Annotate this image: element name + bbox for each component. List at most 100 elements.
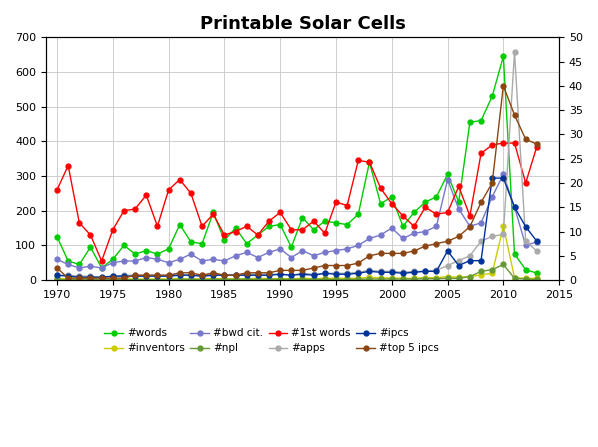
#top 5 ipcs <box>321 263 328 268</box>
#inventors <box>254 276 261 281</box>
#words <box>143 248 150 253</box>
#top 5 ipcs <box>254 270 261 275</box>
#inventors <box>98 277 105 282</box>
#inventors <box>299 276 306 281</box>
#npl <box>355 277 362 282</box>
#inventors <box>399 276 407 281</box>
#words <box>388 194 395 199</box>
#inventors <box>466 274 474 279</box>
#apps <box>533 248 541 253</box>
Line: #bwd cit.: #bwd cit. <box>54 172 539 270</box>
#ipcs <box>377 270 384 275</box>
#top 5 ipcs <box>444 239 451 244</box>
#ipcs <box>243 273 251 278</box>
#top 5 ipcs <box>221 273 228 278</box>
#words <box>98 265 105 270</box>
#apps <box>199 273 206 278</box>
#apps <box>98 275 105 280</box>
#ipcs <box>53 273 60 278</box>
#npl <box>132 277 139 283</box>
#bwd cit. <box>221 258 228 264</box>
#words <box>221 237 228 243</box>
#npl <box>366 276 373 282</box>
#words <box>355 211 362 217</box>
#ipcs <box>422 269 429 274</box>
#npl <box>332 277 340 282</box>
#bwd cit. <box>187 251 194 257</box>
#ipcs <box>154 274 161 279</box>
#apps <box>433 268 440 273</box>
#words <box>120 243 127 248</box>
#1st words <box>154 224 161 229</box>
#apps <box>332 270 340 276</box>
#npl <box>533 277 541 282</box>
#ipcs <box>388 270 395 275</box>
#npl <box>433 276 440 281</box>
#bwd cit. <box>433 224 440 229</box>
#1st words <box>76 220 83 226</box>
#ipcs <box>444 248 451 253</box>
Line: #1st words: #1st words <box>54 141 539 263</box>
#npl <box>321 277 328 282</box>
#npl <box>165 277 172 283</box>
#ipcs <box>132 274 139 279</box>
#top 5 ipcs <box>132 273 139 278</box>
#words <box>109 257 117 262</box>
#words <box>500 54 507 59</box>
#ipcs <box>65 274 72 279</box>
#top 5 ipcs <box>410 248 417 253</box>
#ipcs <box>277 272 284 277</box>
#top 5 ipcs <box>199 273 206 278</box>
#ipcs <box>109 274 117 279</box>
#apps <box>310 272 318 277</box>
#ipcs <box>98 274 105 280</box>
Line: #inventors: #inventors <box>54 224 539 282</box>
#inventors <box>355 276 362 281</box>
#apps <box>221 273 228 278</box>
Line: #words: #words <box>54 54 539 275</box>
#inventors <box>87 277 94 282</box>
#npl <box>109 277 117 283</box>
#top 5 ipcs <box>87 275 94 281</box>
#npl <box>399 276 407 282</box>
#ipcs <box>433 269 440 274</box>
#apps <box>120 273 127 278</box>
#bwd cit. <box>511 205 518 210</box>
#1st words <box>299 227 306 232</box>
#words <box>132 251 139 257</box>
#bwd cit. <box>355 243 362 248</box>
#bwd cit. <box>143 255 150 260</box>
#1st words <box>466 213 474 219</box>
#bwd cit. <box>165 260 172 266</box>
#1st words <box>65 163 72 169</box>
#words <box>422 199 429 205</box>
#inventors <box>120 276 127 282</box>
#bwd cit. <box>266 249 273 255</box>
#ipcs <box>187 273 194 278</box>
#top 5 ipcs <box>176 270 184 275</box>
#ipcs <box>366 269 373 274</box>
#1st words <box>422 205 429 210</box>
#ipcs <box>299 272 306 277</box>
#npl <box>511 276 518 281</box>
#npl <box>500 262 507 267</box>
#ipcs <box>355 270 362 276</box>
#words <box>210 210 217 215</box>
#ipcs <box>511 205 518 210</box>
#words <box>176 222 184 227</box>
#words <box>410 210 417 215</box>
Line: #npl: #npl <box>54 262 539 282</box>
#inventors <box>310 276 318 281</box>
#apps <box>355 270 362 275</box>
#1st words <box>210 211 217 217</box>
#npl <box>98 277 105 283</box>
#1st words <box>377 186 384 191</box>
#words <box>199 241 206 246</box>
#bwd cit. <box>98 265 105 270</box>
#bwd cit. <box>310 253 318 258</box>
#1st words <box>410 224 417 229</box>
#1st words <box>165 187 172 193</box>
#ipcs <box>254 273 261 278</box>
#1st words <box>310 219 318 224</box>
#bwd cit. <box>120 258 127 264</box>
